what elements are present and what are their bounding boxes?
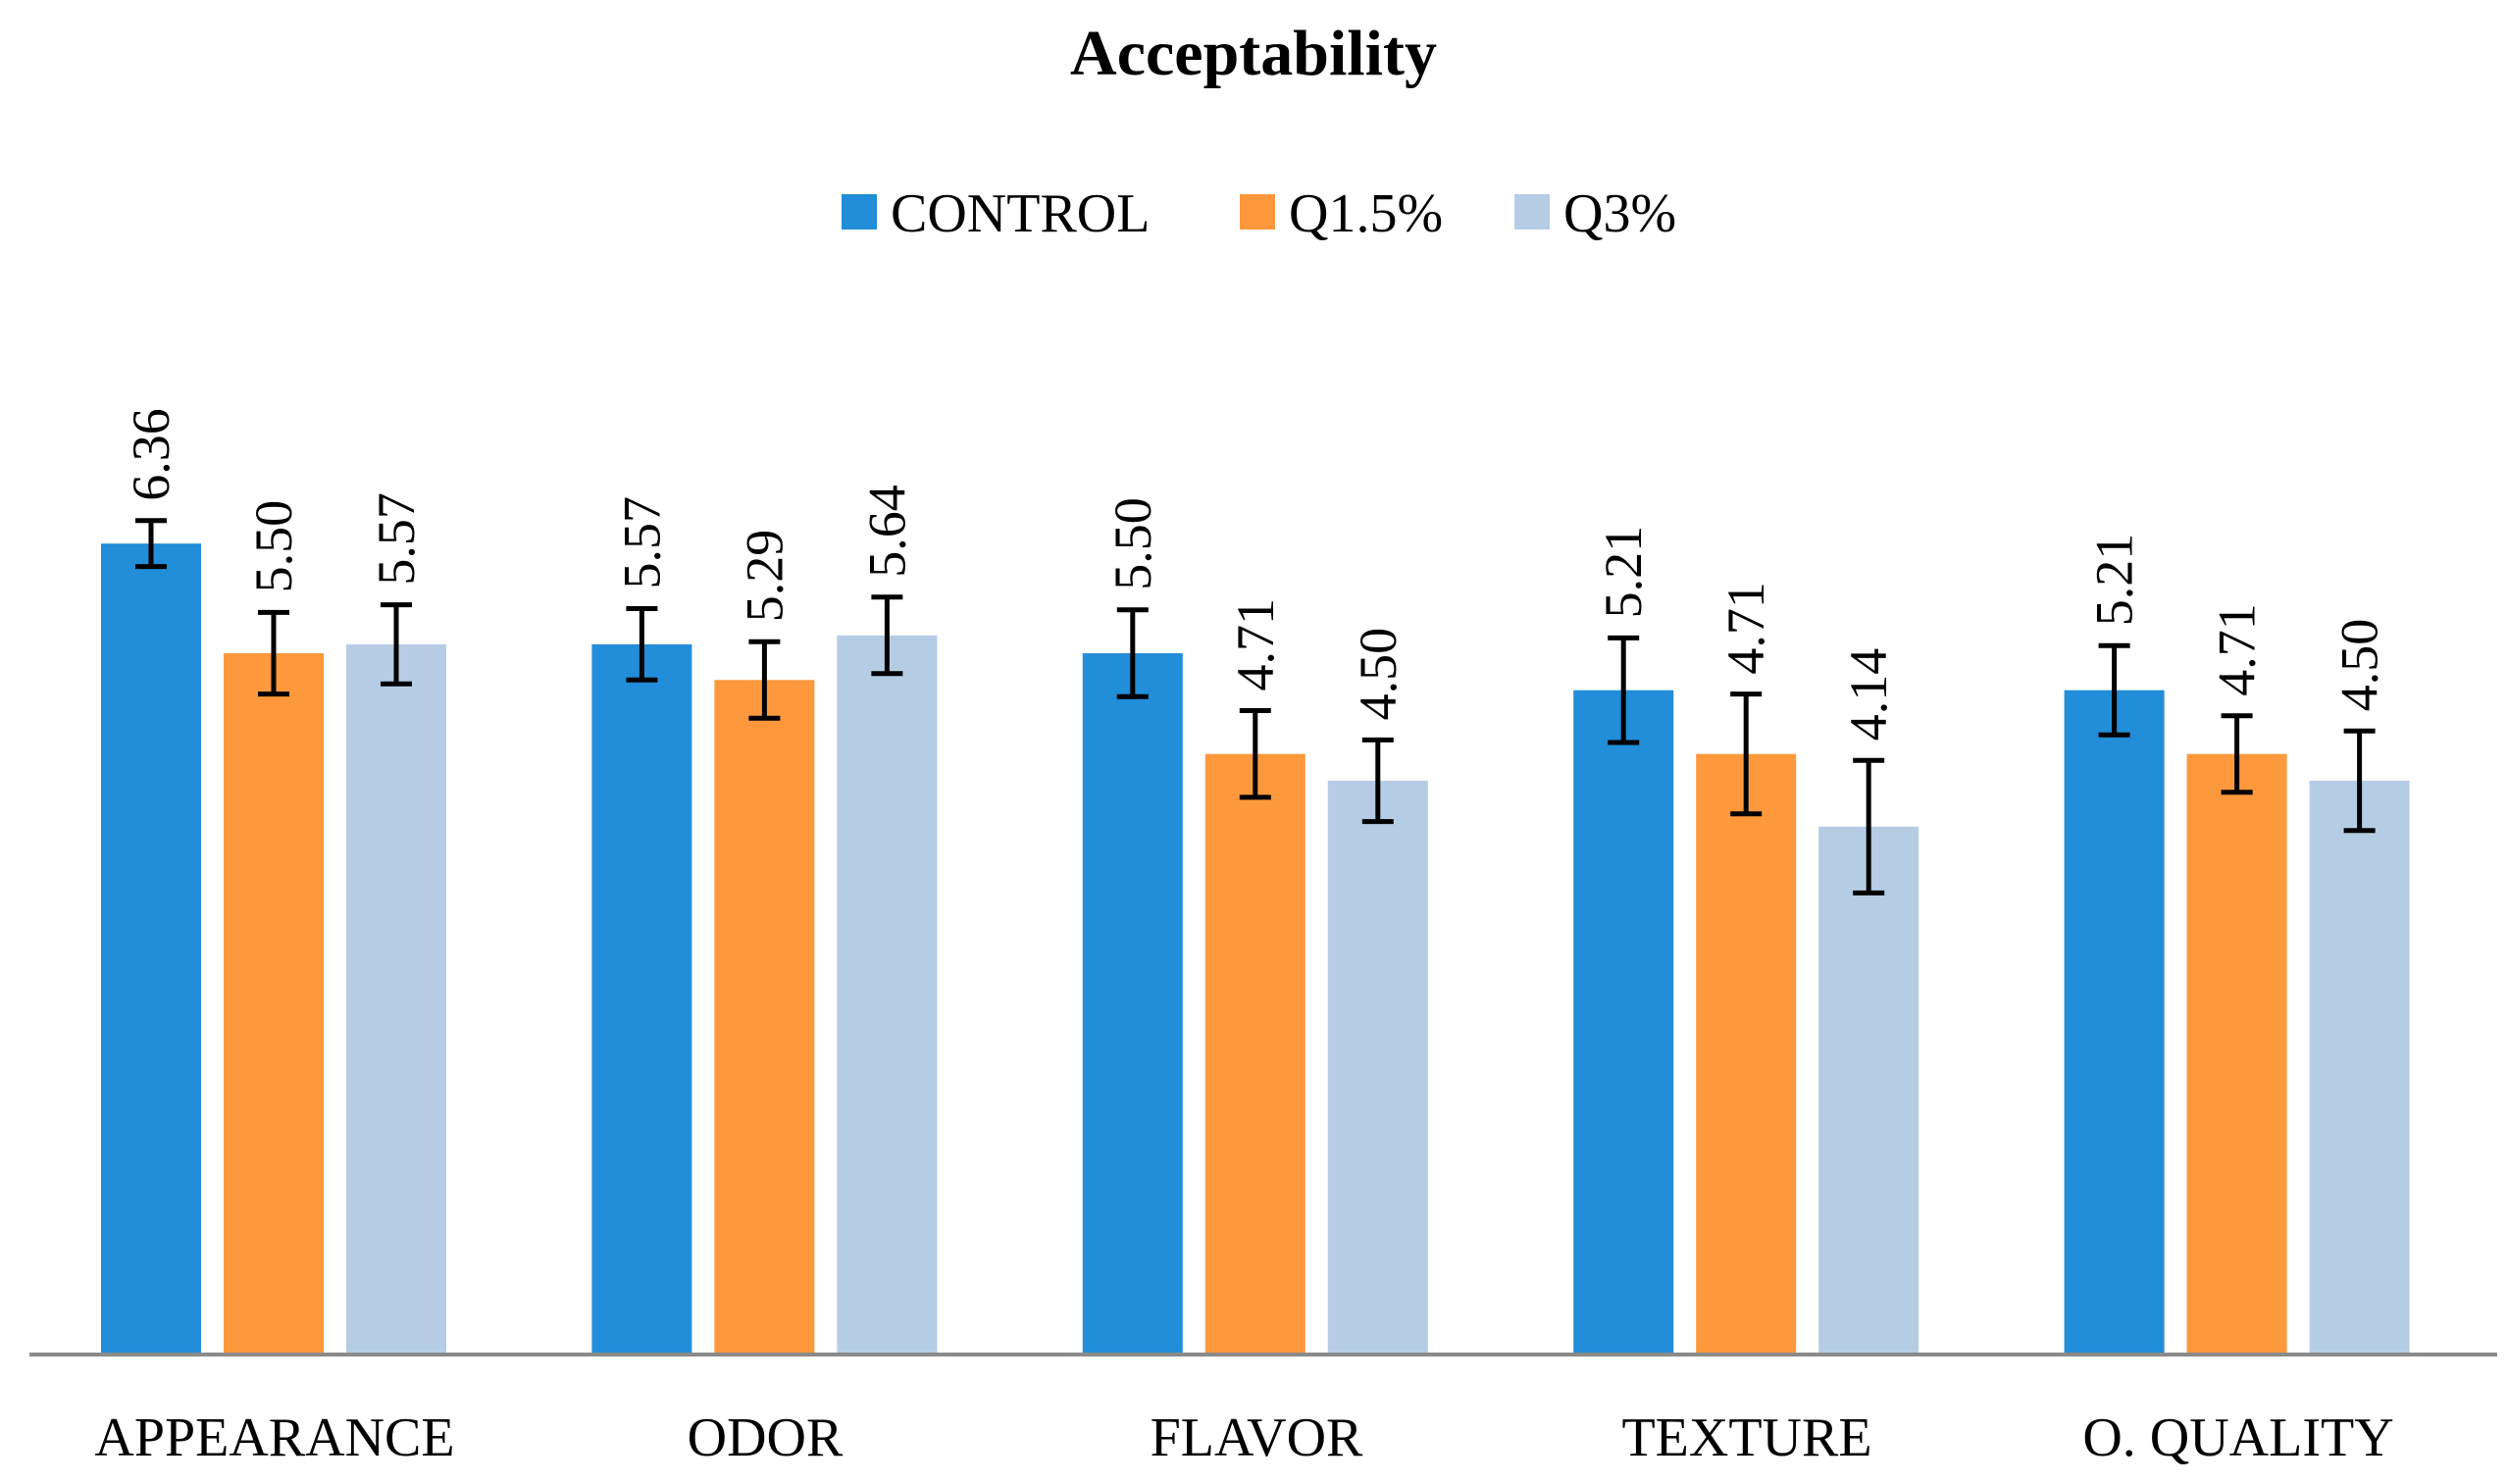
- data-label-odor-q1-5: 5.29: [735, 530, 793, 623]
- bar-o-quality-q1-5: [2186, 753, 2287, 1355]
- bar-odor-control: [591, 643, 692, 1355]
- bar-o-quality-q3: [2309, 781, 2410, 1355]
- error-bar-o-quality-q3: [2343, 728, 2376, 834]
- error-bar-o-quality-q1-5: [2221, 713, 2253, 795]
- plot-area: 6.36 5.50 5.57 5.57 5.29 5.64 5.50 4.71 4.50 5.21…: [101, 408, 2410, 1355]
- legend-swatch-control: [842, 194, 877, 230]
- x-tick-label-odor: ODOR: [688, 1407, 844, 1468]
- error-bar-texture-q3: [1853, 757, 1885, 896]
- error-bar-flavor-q1-5: [1239, 708, 1271, 800]
- legend-label-q1-5: Q1.5%: [1289, 183, 1443, 244]
- data-label-texture-control: 5.21: [1594, 526, 1653, 619]
- chart-title: Acceptability: [1070, 18, 1437, 89]
- bar-flavor-q1-5: [1204, 753, 1305, 1355]
- legend: CONTROL Q1.5% Q3%: [842, 183, 1676, 244]
- error-bar-texture-q1-5: [1730, 691, 1763, 817]
- error-bar-o-quality-control: [2098, 642, 2130, 738]
- error-bar-flavor-control: [1116, 607, 1149, 699]
- error-bar-appearance-q1-5: [258, 609, 289, 697]
- data-label-appearance-q3: 5.57: [367, 492, 426, 586]
- x-tick-label-flavor: FLAVOR: [1151, 1407, 1363, 1468]
- bar-flavor-control: [1082, 653, 1183, 1355]
- data-label-flavor-q3: 4.50: [1349, 628, 1407, 721]
- data-label-appearance-control: 6.36: [122, 408, 180, 501]
- data-label-appearance-q1-5: 5.50: [244, 500, 303, 593]
- data-label-odor-q3: 5.64: [857, 485, 916, 578]
- data-label-o-quality-q1-5: 4.71: [2208, 603, 2267, 696]
- x-tick-label-appearance: APPEARANCE: [94, 1407, 454, 1468]
- error-bar-appearance-q3: [381, 602, 412, 687]
- data-label-texture-q1-5: 4.71: [1716, 582, 1775, 675]
- error-bar-appearance-control: [135, 518, 167, 570]
- legend-label-q3: Q3%: [1563, 183, 1676, 244]
- error-bar-texture-control: [1608, 635, 1640, 745]
- bar-odor-q1-5: [714, 680, 815, 1355]
- x-tick-label-texture: TEXTURE: [1621, 1407, 1871, 1468]
- bar-texture-control: [1573, 690, 1674, 1355]
- bar-texture-q1-5: [1696, 753, 1797, 1355]
- error-bar-odor-q3: [871, 594, 903, 677]
- bar-appearance-q1-5: [224, 653, 324, 1355]
- data-label-odor-control: 5.57: [612, 496, 671, 589]
- bar-flavor-q3: [1327, 781, 1428, 1355]
- error-bar-odor-q1-5: [748, 639, 781, 721]
- data-label-o-quality-q3: 4.50: [2330, 619, 2389, 712]
- legend-swatch-q3: [1514, 194, 1550, 230]
- x-tick-label-o-quality: O. QUALITY: [2082, 1407, 2393, 1468]
- bar-o-quality-control: [2064, 690, 2165, 1355]
- bar-texture-q3: [1818, 826, 1919, 1355]
- data-label-flavor-control: 5.50: [1103, 497, 1162, 590]
- bar-odor-q3: [837, 635, 938, 1355]
- data-label-texture-q3: 4.14: [1839, 648, 1898, 742]
- legend-label-control: CONTROL: [891, 183, 1150, 244]
- error-bar-flavor-q3: [1361, 737, 1394, 825]
- bar-appearance-control: [101, 543, 201, 1355]
- bar-appearance-q3: [346, 643, 446, 1355]
- error-bar-odor-control: [626, 606, 658, 683]
- data-label-flavor-q1-5: 4.71: [1226, 598, 1285, 691]
- legend-swatch-q1-5: [1240, 194, 1275, 230]
- x-axis-tick-labels: APPEARANCE ODOR FLAVOR TEXTURE O. QUALIT…: [94, 1407, 2393, 1468]
- data-label-o-quality-control: 5.21: [2085, 534, 2144, 627]
